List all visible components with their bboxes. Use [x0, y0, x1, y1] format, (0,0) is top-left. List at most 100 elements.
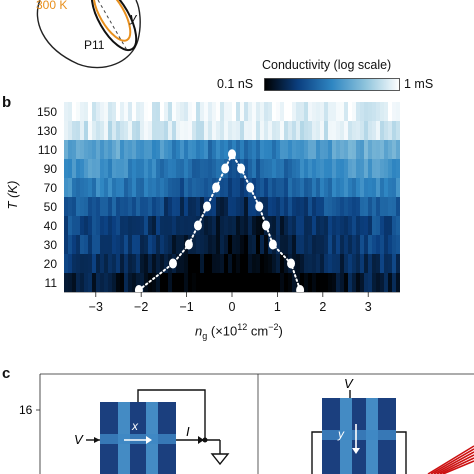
dome-boundary [134, 149, 305, 292]
heatmap-cell [192, 254, 197, 274]
x-tick-label: −1 [179, 300, 194, 314]
heatmap-cell [140, 178, 145, 198]
heatmap-cell [284, 159, 289, 179]
heatmap-cell [100, 121, 105, 141]
heatmap-cell [300, 178, 305, 198]
heatmap-cell [352, 121, 357, 141]
heatmap-cell [152, 159, 157, 179]
heatmap-cell [192, 140, 197, 160]
heatmap-cell [280, 254, 285, 274]
heatmap-cell [332, 102, 337, 122]
heatmap-cell [388, 140, 393, 160]
heatmap-cell [360, 140, 365, 160]
heatmap-cell [244, 235, 249, 255]
heatmap-cell [112, 121, 117, 141]
heatmap-cell [116, 254, 121, 274]
heatmap-cell [360, 235, 365, 255]
heatmap-cell [112, 102, 117, 122]
heatmap-cell [184, 102, 189, 122]
heatmap-cell [180, 159, 185, 179]
heatmap-cell [236, 216, 241, 236]
heatmap-cell [256, 216, 261, 236]
heatmap-cell [112, 273, 117, 292]
heatmap-cell [312, 216, 317, 236]
heatmap-cell [108, 273, 113, 292]
heatmap-cell [276, 235, 281, 255]
heatmap-cell [360, 216, 365, 236]
heatmap-cell [104, 121, 109, 141]
heatmap-cell [380, 216, 385, 236]
heatmap-cell [352, 102, 357, 122]
heatmap-cell [300, 273, 305, 292]
heatmap-cell [240, 235, 245, 255]
heatmap-cell [136, 159, 141, 179]
heatmap-cell [148, 197, 153, 217]
heatmap-cell [184, 216, 189, 236]
heatmap-cell [100, 159, 105, 179]
heatmap-cell [248, 197, 253, 217]
heatmap-cell [176, 254, 181, 274]
heatmap-cell [168, 273, 173, 292]
heatmap-cell [396, 121, 400, 141]
heatmap-cell [116, 159, 121, 179]
heatmap-cell [288, 273, 293, 292]
heatmap-cell [252, 197, 257, 217]
heatmap-cell [344, 235, 349, 255]
heatmap-cell [84, 235, 89, 255]
heatmap-cell [304, 273, 309, 292]
heatmap-cell [108, 235, 113, 255]
heatmap-cell [160, 254, 165, 274]
heatmap-cell [228, 121, 233, 141]
heatmap-cell [188, 197, 193, 217]
heatmap-cell [312, 235, 317, 255]
heatmap-cell [104, 254, 109, 274]
heatmap-cell [64, 102, 69, 122]
x-tick-label: −2 [134, 300, 149, 314]
heatmap-cell [364, 159, 369, 179]
heatmap-cell [276, 273, 281, 292]
heatmap-cell [260, 178, 265, 198]
red-curve [436, 454, 474, 474]
heatmap-cell [248, 273, 253, 292]
heatmap-cell [352, 216, 357, 236]
y-tick-label: 30 [43, 237, 57, 252]
heatmap-cell [248, 102, 253, 122]
heatmap-cell [156, 102, 161, 122]
heatmap-cell [260, 102, 265, 122]
dome-point [184, 239, 193, 250]
heatmap-cell [164, 159, 169, 179]
heatmap-cell [292, 121, 297, 141]
heatmap-cell [348, 216, 353, 236]
heatmap-cell [64, 140, 69, 160]
heatmap-cell [128, 254, 133, 274]
heatmap-cell [192, 121, 197, 141]
heatmap-cell [64, 235, 69, 255]
heatmap-cell [220, 254, 225, 274]
heatmap-cell [304, 121, 309, 141]
heatmap-cell [136, 235, 141, 255]
heatmap-cell [348, 140, 353, 160]
heatmap-cell [136, 102, 141, 122]
red-curve [442, 460, 474, 474]
heatmap-cell [368, 254, 373, 274]
heatmap-cell [308, 140, 313, 160]
heatmap-cell [180, 235, 185, 255]
heatmap-cell [84, 102, 89, 122]
conductivity-heatmap [64, 102, 400, 292]
heatmap-cell [380, 121, 385, 141]
heatmap-cell [328, 273, 333, 292]
x-tick-marks [95, 292, 369, 297]
heatmap-cell [324, 254, 329, 274]
heatmap-cell [216, 254, 221, 274]
heatmap-cell [224, 216, 229, 236]
heatmap-cell [72, 140, 77, 160]
heatmap-cell [116, 102, 121, 122]
heatmap-cell [132, 235, 137, 255]
heatmap-cell [288, 140, 293, 160]
heatmap-cell [108, 216, 113, 236]
heatmap-cell [104, 159, 109, 179]
x-axis-title: ng (×1012 cm−2) [195, 322, 283, 341]
heatmap-cell [180, 273, 185, 292]
heatmap-cell [72, 254, 77, 274]
heatmap-cell [396, 178, 400, 198]
